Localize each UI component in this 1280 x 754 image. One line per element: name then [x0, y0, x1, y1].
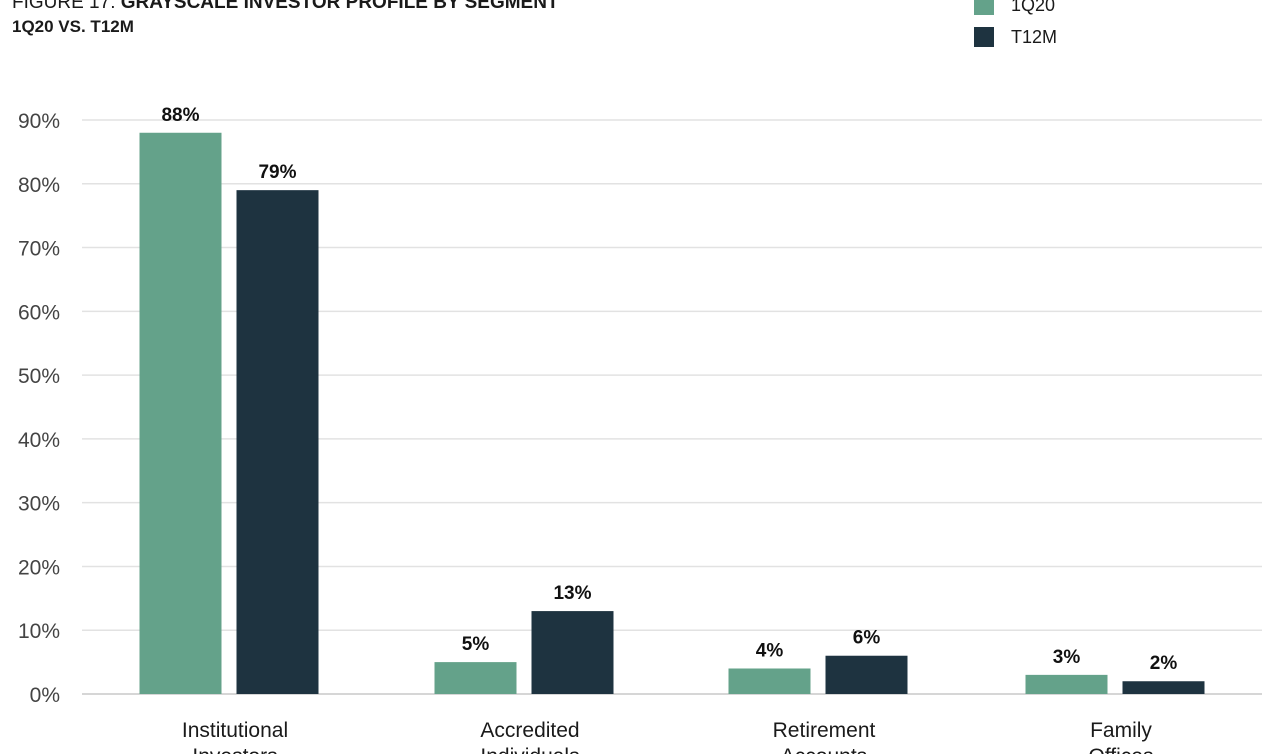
bar	[236, 190, 319, 694]
data-label: 13%	[553, 583, 591, 604]
legend-label-t12m: T12M	[1011, 26, 1058, 47]
data-label: 2%	[1150, 653, 1178, 674]
bar	[728, 668, 811, 694]
data-label: 3%	[1053, 647, 1081, 668]
bar	[1025, 674, 1108, 694]
bar	[434, 662, 517, 694]
legend-item-1q20: 1Q20	[974, 0, 1057, 16]
figure-title-text: GRAYSCALE INVESTOR PROFILE BY SEGMENT	[120, 0, 559, 13]
y-tick-label: 0%	[30, 684, 60, 707]
category-label: Retirement	[773, 719, 876, 742]
category-label: Institutional	[182, 719, 288, 742]
y-tick-label: 40%	[18, 429, 60, 452]
y-tick-label: 50%	[18, 365, 60, 388]
data-label: 4%	[756, 640, 784, 661]
category-label: Offices	[1089, 745, 1154, 754]
data-label: 79%	[258, 162, 296, 183]
figure-title-block: FIGURE 17: GRAYSCALE INVESTOR PROFILE BY…	[12, 0, 559, 38]
chart-legend: 1Q20 T12M	[974, 0, 1057, 58]
y-tick-label: 20%	[18, 556, 60, 579]
data-label: 88%	[161, 105, 199, 126]
category-label: Accounts	[781, 745, 867, 754]
y-tick-label: 90%	[18, 110, 60, 133]
figure-subtitle: 1Q20 VS. T12M	[12, 17, 134, 36]
data-label: 5%	[462, 634, 490, 655]
legend-swatch-1q20	[974, 0, 994, 15]
y-tick-label: 30%	[18, 493, 60, 516]
y-tick-label: 60%	[18, 301, 60, 324]
figure-title: FIGURE 17: GRAYSCALE INVESTOR PROFILE BY…	[12, 0, 559, 14]
legend-label-1q20: 1Q20	[1011, 0, 1056, 15]
category-label: Family	[1090, 719, 1152, 742]
category-label: Investors	[192, 745, 277, 754]
y-tick-label: 10%	[18, 620, 60, 643]
category-label: Accredited	[480, 719, 579, 742]
figure-number: FIGURE 17:	[12, 0, 116, 13]
category-label: Individuals	[480, 745, 579, 754]
y-tick-label: 70%	[18, 238, 60, 261]
bar	[825, 655, 908, 694]
data-label: 6%	[853, 628, 881, 649]
bar	[1122, 681, 1205, 694]
legend-swatch-t12m	[974, 27, 994, 47]
bar	[531, 611, 614, 694]
y-tick-label: 80%	[18, 174, 60, 197]
legend-item-t12m: T12M	[974, 26, 1057, 48]
bar	[139, 132, 222, 694]
